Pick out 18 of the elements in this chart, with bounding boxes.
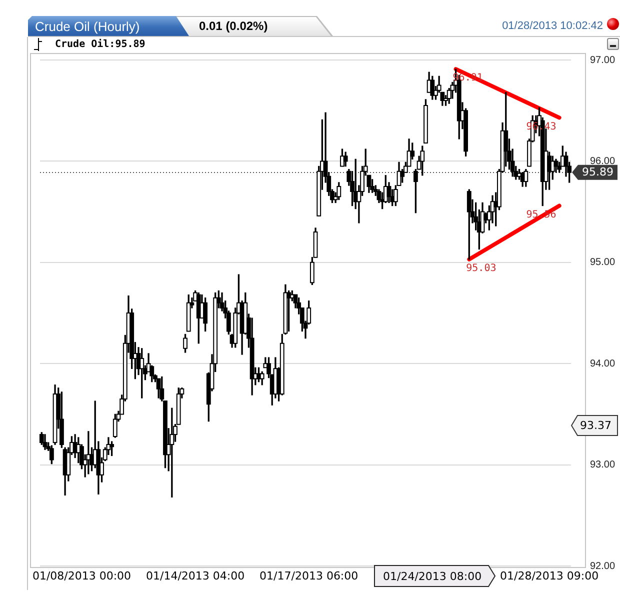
text: 93.37: [580, 419, 612, 432]
chart-title: Crude Oil (Hourly): [35, 19, 140, 34]
chart-subtitle: 0.01 (0.02%): [199, 19, 268, 33]
legend-label: Crude Oil:95.89: [55, 39, 146, 50]
x-tick-label: 01/28/2013 09:00: [500, 569, 599, 582]
y-tick-label: 95.00: [590, 257, 616, 268]
y-tick-label: 96.00: [590, 156, 616, 167]
y-tick-label: 92.00: [590, 560, 616, 572]
y-tick-label: 97.00: [590, 54, 616, 66]
ref-line-label: 95.89: [582, 166, 614, 179]
text: 01/24/2013 08:00: [383, 570, 482, 583]
x-tick-label: 01/14/2013 04:00: [146, 569, 245, 582]
text: 01/28/2013 10:02:42: [502, 20, 603, 32]
y-tick-label: 93.00: [590, 460, 616, 471]
x-tick-label: 01/08/2013 00:00: [32, 569, 132, 582]
y-tick-label: 94.00: [590, 358, 616, 370]
annotation: 95.03: [466, 262, 496, 274]
x-tick-label: 01/17/2013 06:00: [260, 569, 358, 582]
